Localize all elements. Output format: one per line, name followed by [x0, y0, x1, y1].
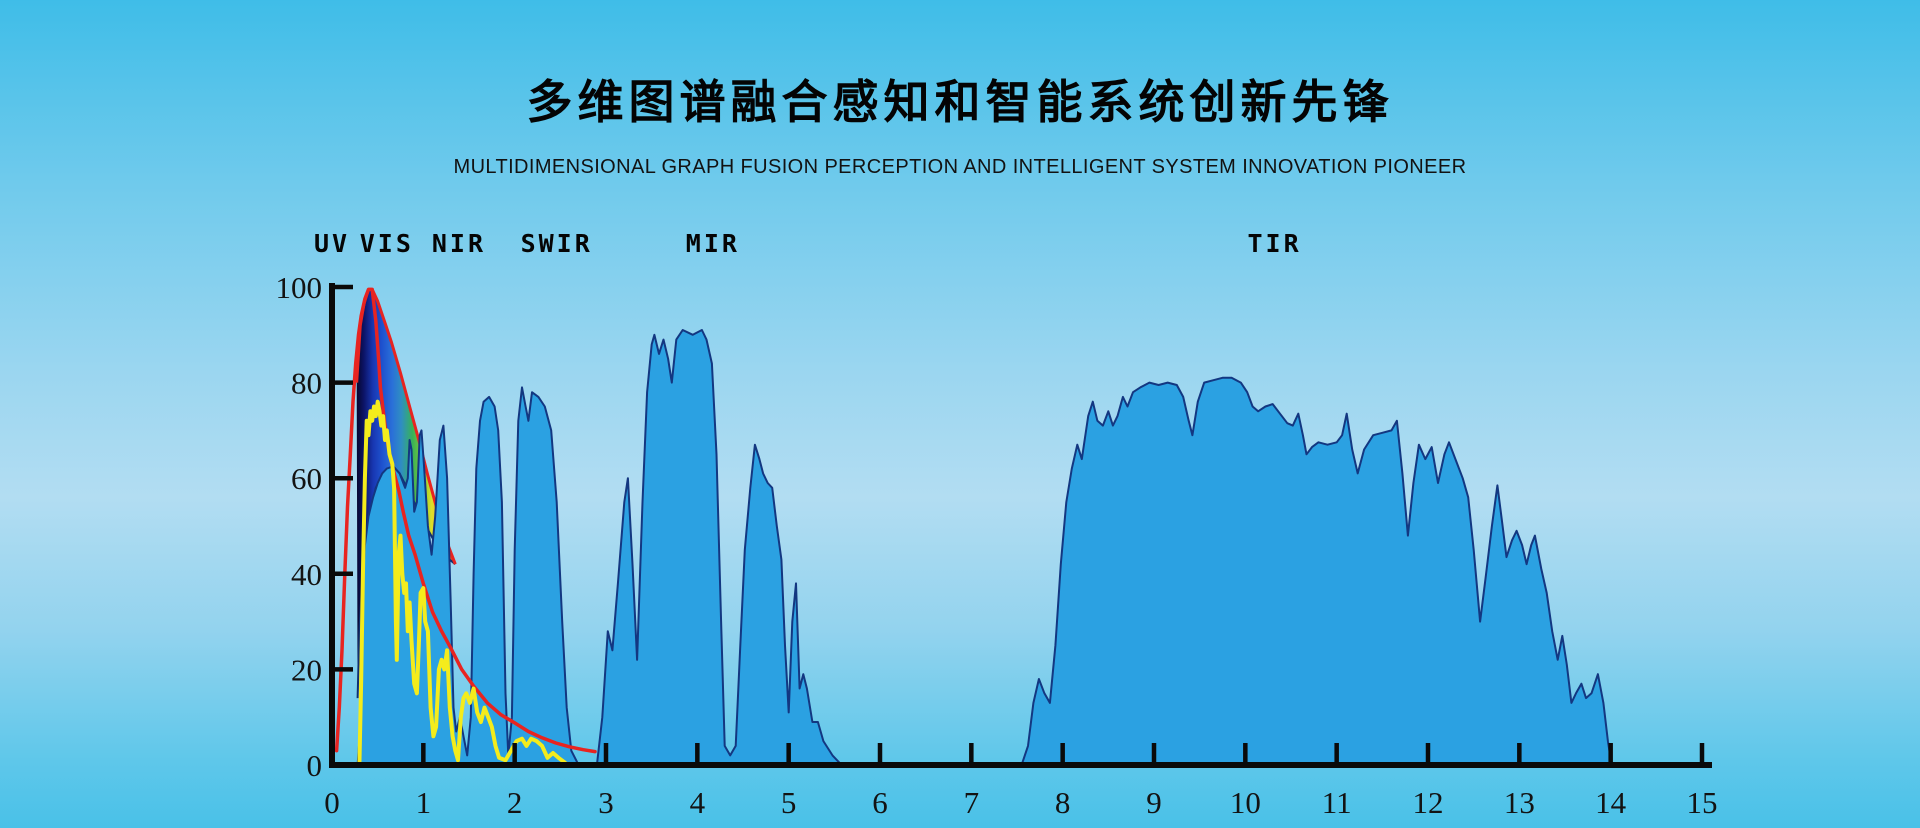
- x-tick-label-9: 9: [1146, 785, 1162, 820]
- x-tick-label-6: 6: [872, 785, 888, 820]
- x-tick-label-5: 5: [781, 785, 797, 820]
- x-tick-label-10: 10: [1230, 785, 1261, 820]
- x-tick-label-12: 12: [1413, 785, 1444, 820]
- band-label-uv: UV: [314, 229, 350, 258]
- x-tick-label-1: 1: [416, 785, 432, 820]
- x-tick-label-8: 8: [1055, 785, 1071, 820]
- y-tick-label-100: 100: [276, 270, 323, 305]
- ground-solar-spectrum: [357, 399, 567, 767]
- y-tick-label-20: 20: [291, 652, 322, 687]
- x-tick-label-14: 14: [1595, 785, 1627, 820]
- x-tick-label-0: 0: [324, 785, 340, 820]
- x-tick-label-7: 7: [964, 785, 980, 820]
- y-tick-label-80: 80: [291, 366, 322, 401]
- band-label-tir: TIR: [1247, 229, 1301, 258]
- band-label-swir: SWIR: [521, 229, 593, 258]
- band-label-vis: VIS: [360, 229, 414, 258]
- page-title: 多维图谱融合感知和智能系统创新先锋: [526, 76, 1394, 128]
- x-tick-label-15: 15: [1687, 785, 1718, 820]
- x-tick-label-3: 3: [598, 785, 614, 820]
- page-subtitle: MULTIDIMENSIONAL GRAPH FUSION PERCEPTION…: [453, 156, 1467, 178]
- x-tick-label-13: 13: [1504, 785, 1535, 820]
- x-tick-label-4: 4: [690, 785, 706, 820]
- y-tick-label-0: 0: [307, 748, 323, 783]
- band-label-mir: MIR: [686, 229, 740, 258]
- band-label-nir: NIR: [432, 229, 486, 258]
- x-tick-label-2: 2: [507, 785, 523, 820]
- x-tick-label-11: 11: [1322, 785, 1352, 820]
- solar-radiation-curve: [334, 287, 597, 754]
- y-tick-label-60: 60: [291, 461, 322, 496]
- y-tick-label-40: 40: [291, 557, 322, 592]
- atmospheric-transmission-area: [331, 329, 1703, 766]
